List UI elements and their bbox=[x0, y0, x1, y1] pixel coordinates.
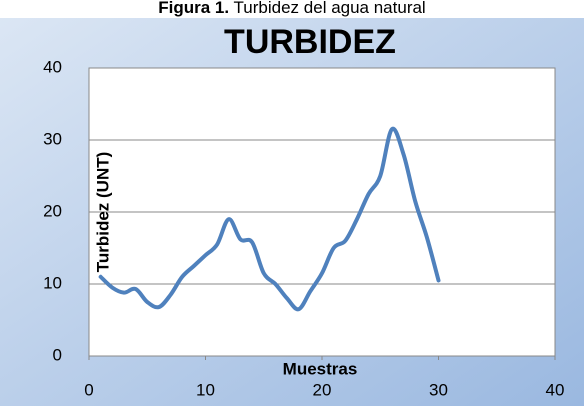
y-tick-label: 0 bbox=[53, 345, 62, 364]
x-tick-label: 10 bbox=[196, 380, 215, 399]
caption-text: Turbidez del agua natural bbox=[234, 0, 426, 17]
y-tick-label: 20 bbox=[43, 201, 62, 220]
y-axis-label: Turbidez (UNT) bbox=[93, 152, 112, 273]
x-axis-label: Muestras bbox=[283, 359, 358, 378]
data-line bbox=[98, 126, 441, 312]
y-tick-label: 40 bbox=[43, 57, 62, 76]
x-tick-label: 30 bbox=[429, 380, 448, 399]
caption-label: Figura 1. bbox=[158, 0, 229, 17]
y-tick-label: 10 bbox=[43, 273, 62, 292]
y-tick-label: 30 bbox=[43, 129, 62, 148]
x-tick-label: 40 bbox=[546, 380, 565, 399]
caption: Figura 1. Turbidez del agua natural bbox=[158, 0, 425, 17]
x-tick-label: 0 bbox=[84, 380, 93, 399]
x-tick-label: 20 bbox=[313, 380, 332, 399]
chart-title: TURBIDEZ bbox=[224, 23, 396, 61]
